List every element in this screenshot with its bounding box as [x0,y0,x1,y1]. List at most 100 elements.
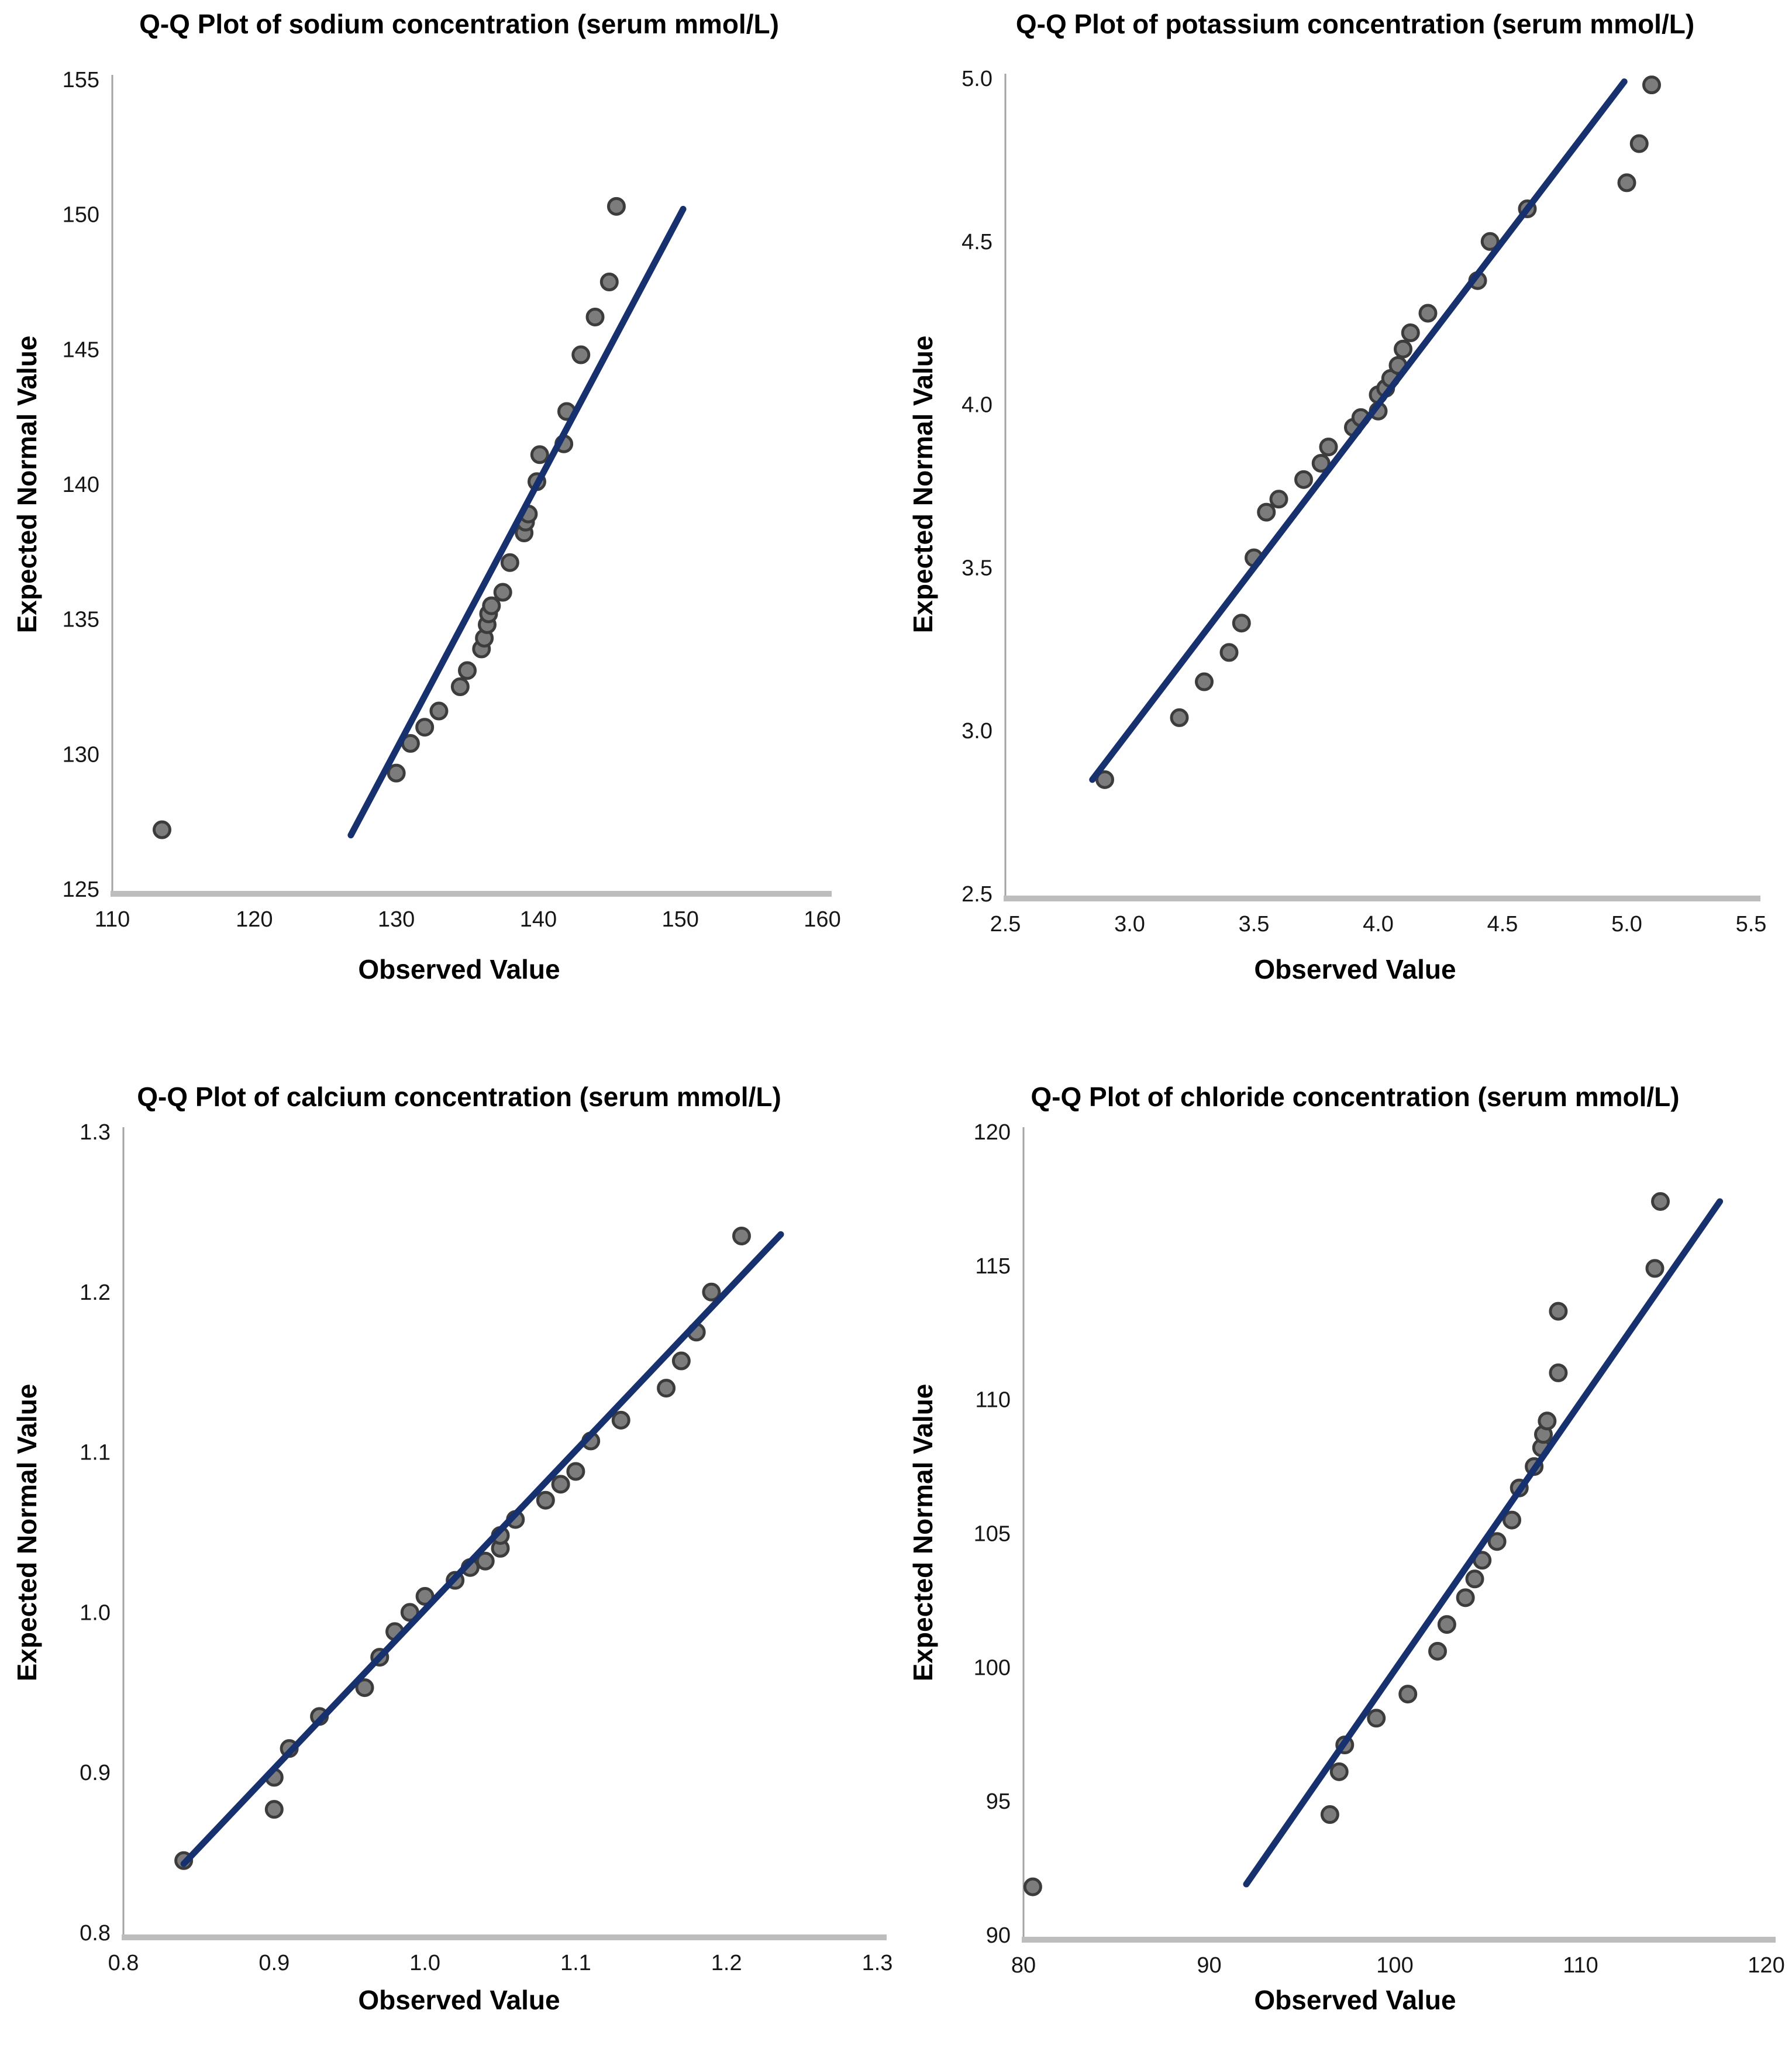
x-tick-label: 1.0 [409,1951,440,1975]
data-point [1465,1569,1484,1589]
data-point [1629,134,1649,153]
data-point [429,701,449,721]
y-axis-title: Expected Normal Value [908,1383,938,1682]
x-tick-label: 110 [1563,1953,1598,1978]
y-tick-label: 2.5 [962,882,993,907]
data-point [1401,323,1420,342]
potassium-plot-area: 2.5 3.0 3.5 4.0 4.5 5.0 2.5 3.0 3.5 4.0 4.5 5.0 5.5 [962,67,1766,937]
y-tick-label: 0.8 [80,1921,111,1946]
data-point [1437,1615,1456,1634]
x-tick-label: 4.0 [1363,912,1394,937]
x-tick-label: 110 [95,907,130,932]
y-tick-label: 5.0 [962,67,993,91]
data-point [1394,339,1412,359]
y-tick-label: 135 [63,608,99,632]
data-point [1617,173,1636,192]
y-tick-label: 130 [63,742,99,767]
x-axis-title: Observed Value [358,1985,560,2015]
data-point [500,553,519,572]
x-tick-label: 120 [236,907,273,932]
y-tick-label: 4.0 [962,393,993,418]
data-point [702,1282,721,1302]
x-tick-label: 80 [1011,1953,1036,1978]
data-point [599,273,619,291]
y-tick-label: 0.9 [80,1761,111,1785]
data-point [732,1226,751,1245]
x-tick-label: 5.0 [1611,912,1642,937]
data-point [1651,1192,1670,1211]
data-point [1023,1877,1042,1896]
data-point [566,1462,585,1481]
data-point [1095,770,1114,789]
x-axis-title: Observed Value [1254,1985,1456,2015]
qq-plot-chloride: 90 95 100 105 110 115 120 80 90 100 110 120 Q-Q Plo… [896,1022,1792,2045]
data-point [450,677,470,696]
data-point [355,1678,374,1698]
data-point [1232,614,1251,633]
x-axis-title: Observed Value [358,954,560,984]
data-point [536,1490,555,1510]
data-point [671,1351,691,1371]
x-tick-label: 4.5 [1487,912,1518,937]
data-point [1320,1805,1339,1824]
x-tick-label: 130 [378,907,415,932]
data-point [1538,1411,1557,1431]
data-point [1487,1532,1507,1551]
data-point [1319,438,1338,457]
data-point [458,661,477,680]
x-tick-label: 100 [1376,1953,1413,1978]
y-axis-title: Expected Normal Value [12,335,42,634]
data-point [571,345,591,364]
data-point [1642,75,1661,95]
calcium-plot-area: 0.8 0.9 1.0 1.1 1.2 1.3 0.8 0.9 1.0 1.1 1.2 1.3 [80,1120,892,1975]
data-point [415,718,435,737]
data-point [530,445,549,464]
data-point [1549,1363,1568,1382]
data-point [1480,232,1500,251]
data-point [1367,1709,1386,1728]
y-axis-title: Expected Normal Value [12,1383,42,1682]
y-tick-label: 4.5 [962,230,993,254]
data-point [1428,1641,1448,1661]
sodium-plot-area: 125 130 135 140 145 150 155 110 120 130 140 150 160 [63,68,841,932]
chart-title: Q-Q Plot of potassium concentration (ser… [1015,9,1695,39]
data-point [1294,470,1313,489]
data-point [1269,490,1288,509]
chart-title: Q-Q Plot of chloride concentration (seru… [1031,1082,1680,1112]
qq-plot-sodium: 125 130 135 140 145 150 155 110 120 130 140 150 160 … [0,0,896,1022]
x-axis-title: Observed Value [1254,954,1456,984]
data-point [585,307,605,326]
x-tick-label: 140 [520,907,557,932]
data-point [152,820,171,839]
reference-line [180,1231,784,1867]
data-point [1311,453,1331,473]
data-point [1502,1510,1522,1530]
y-tick-label: 3.5 [962,556,993,580]
y-tick-label: 1.2 [80,1280,111,1305]
chart-title: Q-Q Plot of calcium concentration (serum… [137,1082,781,1112]
y-tick-label: 155 [63,68,99,92]
x-tick-label: 120 [1748,1953,1784,1978]
data-point [606,197,626,216]
y-tick-label: 150 [63,203,99,228]
x-tick-label: 150 [661,907,698,932]
data-point [1257,502,1276,522]
y-tick-label: 120 [974,1120,1011,1145]
y-tick-label: 3.0 [962,719,993,743]
y-tick-label: 95 [986,1789,1011,1814]
data-point [1645,1259,1665,1278]
y-tick-label: 140 [63,473,99,497]
y-axis-title: Expected Normal Value [908,335,938,634]
reference-line [1089,78,1628,783]
chart-title: Q-Q Plot of sodium concentration (serum … [139,9,779,39]
data-point [415,1587,435,1606]
x-tick-label: 2.5 [990,912,1021,937]
data-point [264,1800,284,1819]
qq-plot-potassium: 2.5 3.0 3.5 4.0 4.5 5.0 2.5 3.0 3.5 4.0 4.5 5.0 5.5 … [896,0,1792,1022]
x-tick-label: 3.0 [1114,912,1145,937]
data-point [1398,1685,1418,1704]
data-point [482,596,501,615]
x-tick-label: 160 [804,907,840,932]
